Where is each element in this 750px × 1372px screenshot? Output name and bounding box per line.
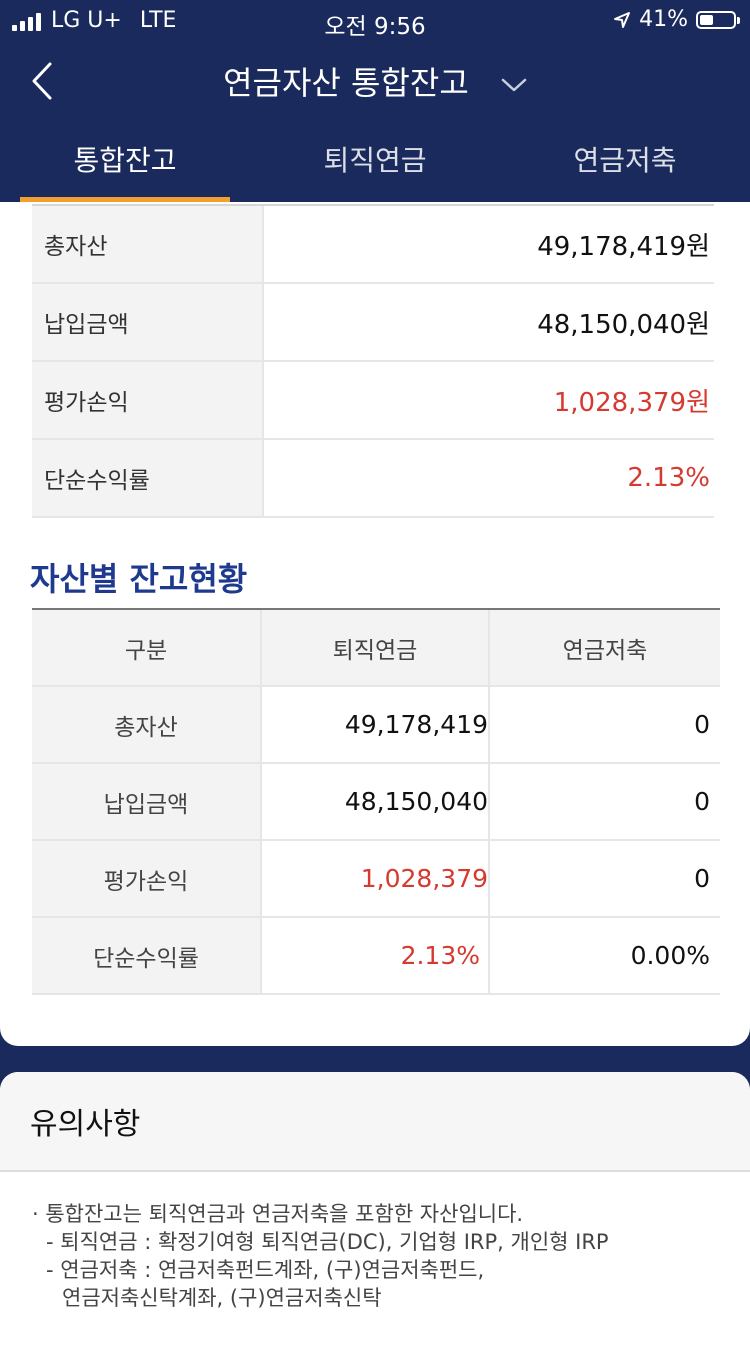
content-card: 총자산 49,178,419원 납입금액 48,150,040원 평가손익 1,… [0, 202, 750, 1046]
tab-retirement-pension[interactable]: 퇴직연금 [323, 144, 427, 177]
asset-table: 구분 퇴직연금 연금저축 총자산 49,178,419 0 납입금액 48,15… [32, 608, 720, 995]
back-button[interactable] [24, 56, 64, 106]
table-row: 단순수익률 2.13% 0.00% [32, 918, 720, 995]
retirement-value: 1,028,379 [262, 841, 490, 916]
carrier-label: LG U+ [51, 8, 122, 33]
row-label: 총자산 [32, 687, 262, 762]
summary-label: 평가손익 [32, 362, 264, 438]
summary-value: 49,178,419원 [537, 231, 710, 262]
battery-fill [700, 14, 713, 25]
asset-table-header: 구분 퇴직연금 연금저축 [32, 610, 720, 687]
summary-row-paid-amount: 납입금액 48,150,040원 [32, 284, 714, 362]
battery-icon [696, 10, 740, 29]
savings-value: 0 [694, 864, 710, 893]
location-arrow-icon [614, 11, 631, 28]
title-dropdown[interactable]: 연금자산 통합잔고 [0, 58, 750, 104]
notice-body: · 통합잔고는 퇴직연금과 연금저축을 포함한 자산입니다. - 퇴직연금 : … [0, 1172, 750, 1312]
summary-row-total-assets: 총자산 49,178,419원 [32, 206, 714, 284]
summary-row-valuation-gain: 평가손익 1,028,379원 [32, 362, 714, 440]
battery-percent: 41% [639, 7, 688, 32]
tab-integrated-balance[interactable]: 통합잔고 [20, 120, 230, 202]
retirement-return: 2.13% [400, 941, 480, 970]
summary-value: 2.13% [627, 463, 710, 493]
header-category: 구분 [32, 610, 262, 685]
page-title: 연금자산 통합잔고 [223, 64, 469, 102]
summary-row-simple-return: 단순수익률 2.13% [32, 440, 714, 518]
notice-line: - 퇴직연금 : 확정기여형 퇴직연금(DC), 기업형 IRP, 개인형 IR… [46, 1230, 609, 1254]
status-left: LG U+ LTE [12, 8, 176, 33]
retirement-value: 2.13% [262, 918, 490, 993]
summary-label: 총자산 [32, 206, 264, 282]
chevron-down-icon [501, 78, 527, 92]
retirement-value: 49,178,419 [262, 687, 490, 762]
retirement-value: 48,150,040 [262, 764, 490, 839]
notice-line: 연금저축신탁계좌, (구)연금저축신탁 [62, 1286, 382, 1310]
header-retirement: 퇴직연금 [262, 610, 490, 685]
notice-line: - 연금저축 : 연금저축펀드계좌, (구)연금저축펀드, [46, 1258, 485, 1282]
notice-card: 유의사항 · 통합잔고는 퇴직연금과 연금저축을 포함한 자산입니다. - 퇴직… [0, 1072, 750, 1372]
signal-icon [12, 11, 41, 31]
summary-value: 48,150,040원 [537, 309, 710, 340]
savings-value: 0 [694, 787, 710, 816]
status-bar: LG U+ LTE 오전 9:56 41% [0, 0, 750, 40]
summary-label: 납입금액 [32, 284, 264, 360]
summary-table: 총자산 49,178,419원 납입금액 48,150,040원 평가손익 1,… [32, 204, 714, 518]
status-time: 오전 9:56 [324, 14, 426, 40]
savings-value: 0 [694, 710, 710, 739]
row-label: 납입금액 [32, 764, 262, 839]
nav-bar: 연금자산 통합잔고 [0, 40, 750, 120]
tab-pension-savings[interactable]: 연금저축 [573, 144, 677, 177]
savings-value: 0.00% [630, 941, 710, 970]
table-row: 평가손익 1,028,379 0 [32, 841, 720, 918]
status-right: 41% [613, 7, 740, 32]
header-savings: 연금저축 [562, 637, 648, 664]
notice-title: 유의사항 [0, 1072, 750, 1172]
summary-label: 단순수익률 [32, 440, 264, 516]
table-row: 총자산 49,178,419 0 [32, 687, 720, 764]
tab-bar: 통합잔고 퇴직연금 연금저축 [0, 120, 750, 202]
summary-value: 1,028,379원 [553, 387, 710, 418]
notice-line: · 통합잔고는 퇴직연금과 연금저축을 포함한 자산입니다. [32, 1202, 524, 1226]
section-title: 자산별 잔고현황 [30, 560, 248, 598]
row-label: 평가손익 [32, 841, 262, 916]
network-label: LTE [139, 8, 177, 33]
row-label: 단순수익률 [32, 918, 262, 993]
chevron-left-icon [32, 62, 52, 100]
table-row: 납입금액 48,150,040 0 [32, 764, 720, 841]
